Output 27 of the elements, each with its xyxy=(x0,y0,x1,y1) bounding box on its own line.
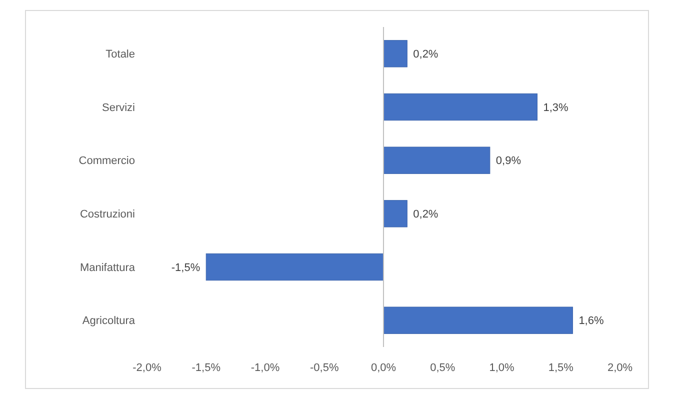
x-tick-label: 0,0% xyxy=(370,362,396,374)
y-tick-label: Agricoltura xyxy=(82,315,136,328)
bar xyxy=(383,146,490,174)
bar xyxy=(383,93,538,121)
data-label: 0,2% xyxy=(413,208,438,221)
data-label: 1,6% xyxy=(578,315,604,328)
x-tick-label: -1,0% xyxy=(250,362,280,374)
data-label: -1,5% xyxy=(171,262,200,274)
y-tick-label: Manifattura xyxy=(80,262,136,274)
bar xyxy=(383,40,408,68)
data-label: 0,2% xyxy=(413,48,438,61)
x-tick-label: 0,5% xyxy=(430,362,456,374)
x-tick-label: -1,5% xyxy=(192,362,221,374)
x-tick-label: 2,0% xyxy=(607,362,633,374)
data-label: 1,3% xyxy=(543,102,569,114)
x-tick-label: -0,5% xyxy=(310,362,339,374)
bar xyxy=(206,253,384,281)
bar xyxy=(383,200,408,228)
bar xyxy=(383,306,573,334)
y-tick-label: Commercio xyxy=(78,155,135,168)
y-tick-label: Servizi xyxy=(102,102,135,114)
x-tick-label: 1,0% xyxy=(489,362,514,374)
data-label: 0,9% xyxy=(496,155,522,168)
x-tick-label: 1,5% xyxy=(548,362,574,374)
y-tick-label: Costruzioni xyxy=(80,208,135,221)
x-tick-label: -2,0% xyxy=(132,362,162,374)
y-tick-label: Totale xyxy=(106,48,135,61)
